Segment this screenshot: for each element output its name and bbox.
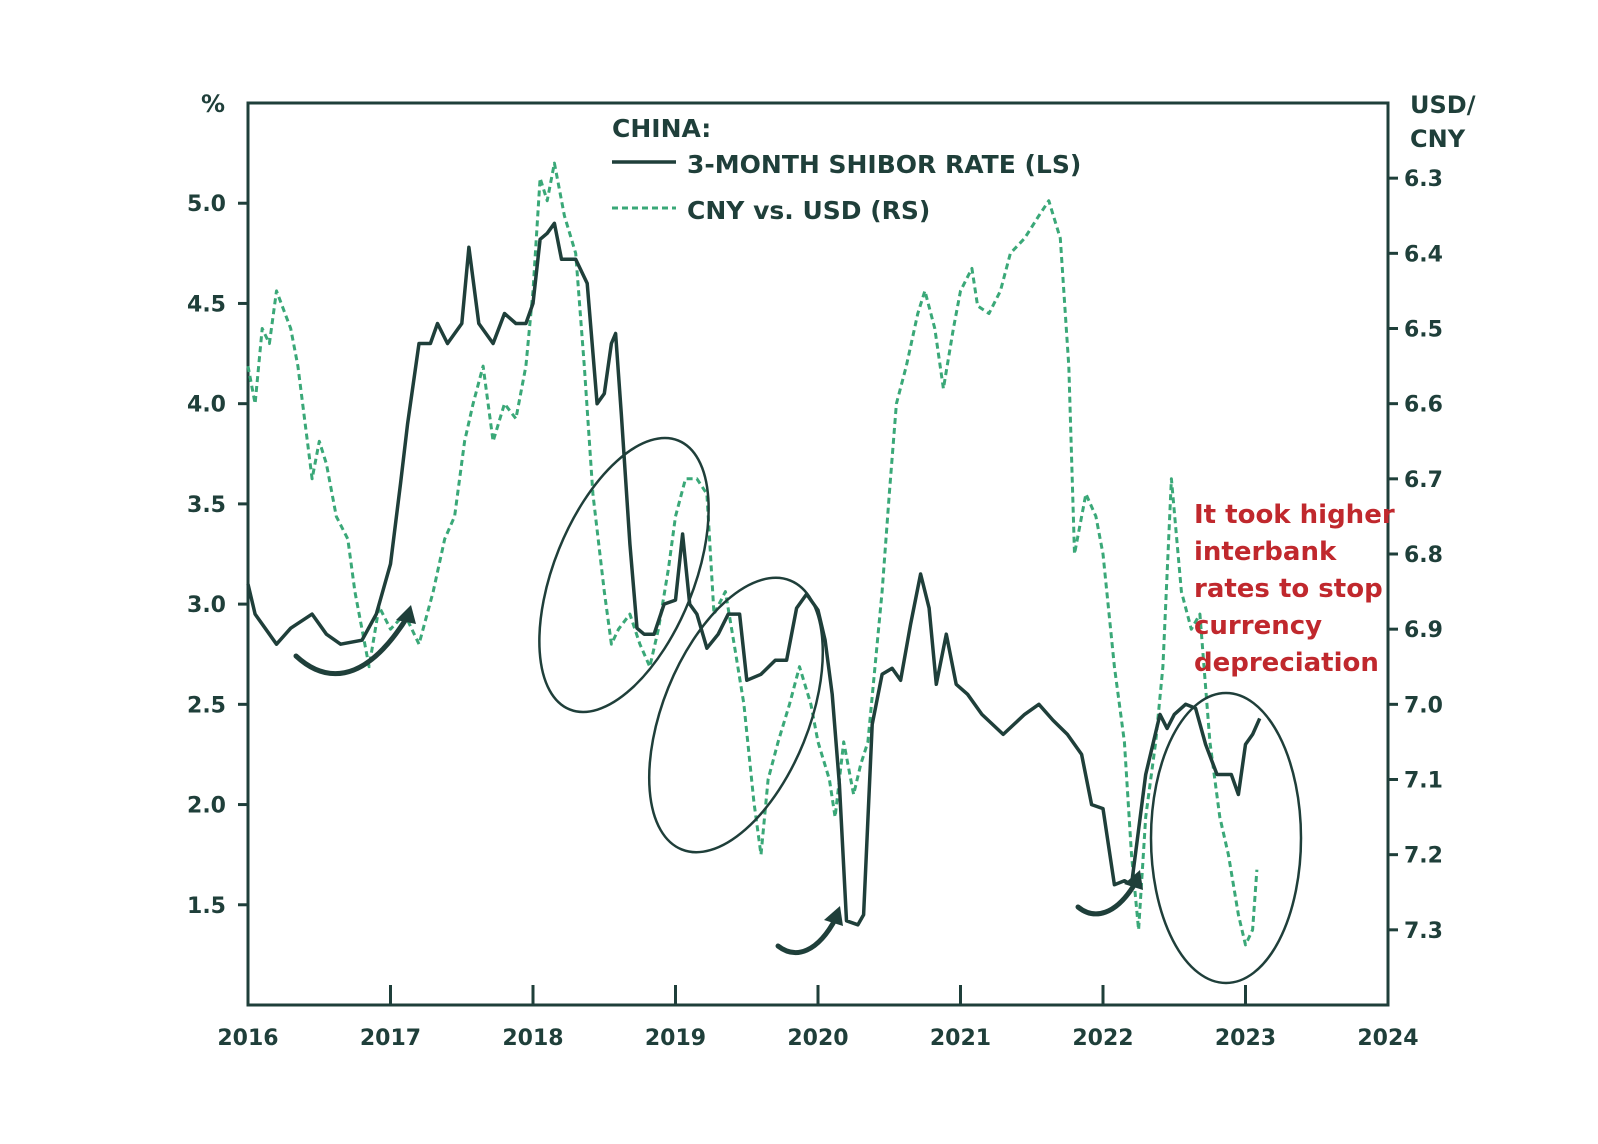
ellipse-2019 xyxy=(647,576,825,854)
annotation-ellipses xyxy=(538,436,1303,985)
series-line-shibor xyxy=(246,221,1262,927)
right-tick-label: 6.9 xyxy=(1404,618,1443,643)
x-tick-label: 2019 xyxy=(645,1026,706,1051)
series-line-cny-vs-usd xyxy=(246,161,1259,947)
right-tick-label: 7.2 xyxy=(1404,844,1443,869)
x-tick-label: 2020 xyxy=(787,1026,848,1051)
x-tick-label: 2018 xyxy=(502,1026,563,1051)
right-tick-label: 6.3 xyxy=(1404,167,1443,192)
right-axis-unit-line2: CNY xyxy=(1410,125,1466,153)
right-tick-label: 7.1 xyxy=(1404,769,1443,794)
right-tick-label: 7.3 xyxy=(1404,919,1443,944)
left-tick-label: 3.5 xyxy=(187,493,226,518)
ellipse-2018 xyxy=(538,436,710,714)
arrow-2016-head xyxy=(396,605,416,624)
legend: CHINA: 3-MONTH SHIBOR RATE (LS) CNY vs. … xyxy=(612,114,1081,225)
arrow-2016 xyxy=(293,613,411,676)
left-tick-label: 4.5 xyxy=(187,292,226,317)
right-tick-label: 6.8 xyxy=(1404,543,1443,568)
note-line-5: depreciation xyxy=(1194,648,1379,678)
left-tick-label: 5.0 xyxy=(187,192,226,217)
x-tick-label: 2022 xyxy=(1072,1026,1133,1051)
right-tick-label: 6.4 xyxy=(1404,242,1443,267)
left-tick-label: 3.0 xyxy=(187,593,226,618)
legend-header: CHINA: xyxy=(612,114,711,143)
right-axis-ticks: 6.3 6.4 6.5 6.6 6.7 6.8 6.9 7.0 7.1 7.2 7.3 xyxy=(1388,167,1443,944)
note-line-2: interbank xyxy=(1194,537,1337,567)
left-axis-ticks: 1.5 2.0 2.5 3.0 3.5 4.0 4.5 5.0 xyxy=(187,192,248,919)
x-tick-label: 2024 xyxy=(1357,1026,1418,1051)
right-tick-label: 6.7 xyxy=(1404,468,1443,493)
left-tick-label: 1.5 xyxy=(187,894,226,919)
right-tick-label: 7.0 xyxy=(1404,693,1443,718)
x-tick-label: 2017 xyxy=(360,1026,421,1051)
legend-label-shibor: 3-MONTH SHIBOR RATE (LS) xyxy=(687,150,1081,179)
x-tick-label: 2023 xyxy=(1215,1026,1276,1051)
arrow-2022 xyxy=(1075,879,1139,917)
right-tick-label: 6.6 xyxy=(1404,393,1443,418)
right-axis-unit-line1: USD/ xyxy=(1410,91,1476,119)
note-line-4: currency xyxy=(1194,611,1322,641)
ellipse-2022 xyxy=(1149,691,1303,985)
left-axis-unit: % xyxy=(201,90,225,118)
arrow-2020 xyxy=(775,915,839,956)
x-tick-label: 2016 xyxy=(217,1026,278,1051)
right-tick-label: 6.5 xyxy=(1404,318,1443,343)
legend-label-cny: CNY vs. USD (RS) xyxy=(687,196,930,225)
arrow-2022-head xyxy=(1124,870,1143,890)
note-line-3: rates to stop xyxy=(1194,574,1383,604)
arrow-2020-head xyxy=(824,906,843,926)
annotation-note: It took higher interbank rates to stop c… xyxy=(1194,500,1395,678)
x-tick-label: 2021 xyxy=(930,1026,991,1051)
left-tick-label: 4.0 xyxy=(187,393,226,418)
annotation-arrows xyxy=(293,605,1143,956)
left-tick-label: 2.0 xyxy=(187,794,226,819)
note-line-1: It took higher xyxy=(1194,500,1395,530)
x-axis-ticks: 2016 2017 2018 2019 2020 2021 2022 2023 2024 xyxy=(217,985,1419,1051)
left-tick-label: 2.5 xyxy=(187,693,226,718)
